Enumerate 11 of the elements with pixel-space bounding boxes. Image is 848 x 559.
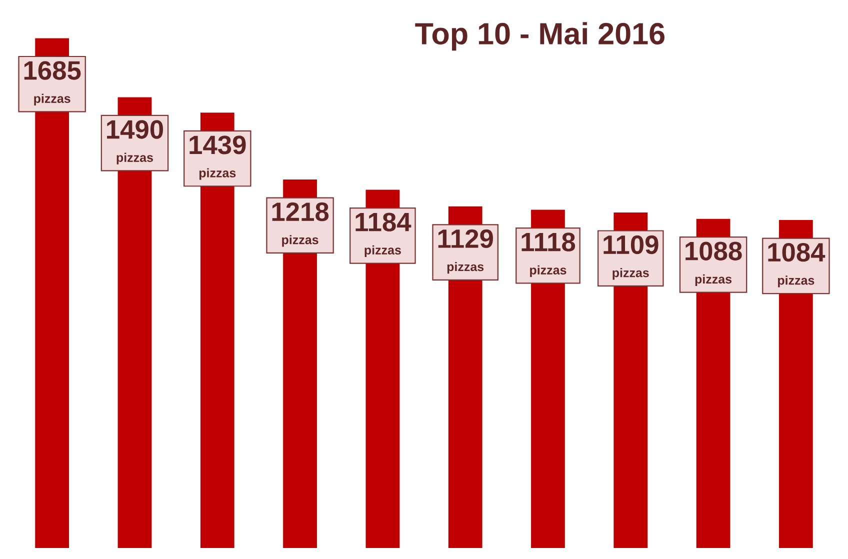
data-label: 1118 pizzas: [522, 232, 576, 277]
data-label: 1439 pizzas: [190, 136, 246, 180]
chart-title: Top 10 - Mai 2016: [415, 22, 664, 51]
data-label: 1109 pizzas: [604, 235, 658, 280]
data-label: 1088 pizzas: [686, 242, 742, 286]
data-label: 1685 pizzas: [24, 61, 81, 106]
data-label: 1129 pizzas: [438, 229, 493, 274]
data-label: 1218 pizzas: [272, 202, 329, 247]
data-label: 1084 pizzas: [768, 242, 826, 288]
data-label: 1490 pizzas: [107, 120, 163, 164]
data-label: 1184 pizzas: [356, 212, 412, 258]
